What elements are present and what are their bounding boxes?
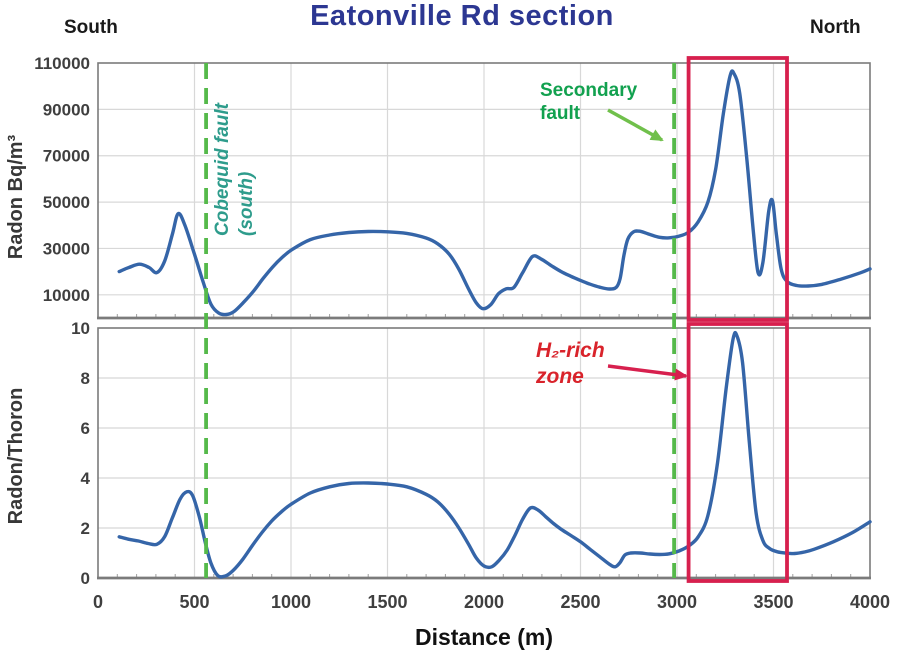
x-tick-label: 1500 [367, 592, 407, 612]
radon-curve [117, 69, 872, 317]
overlay-layer [204, 56, 789, 583]
secondary-fault-label-line2: fault [540, 103, 581, 124]
x-tick-label: 0 [93, 592, 103, 612]
y-tick-label: 50000 [43, 193, 90, 212]
x-axis-label: Distance (m) [415, 624, 553, 650]
secondary-fault-label-line1: Secondary [540, 80, 638, 101]
x-tick-label: 2000 [464, 592, 504, 612]
h2-zone-box-top [686, 56, 789, 322]
h2-zone-box-bottom [686, 322, 789, 583]
x-tick-label: 3500 [753, 592, 793, 612]
y-axis-label-ratio: Radon/Thoron [5, 388, 27, 525]
y-tick-label: 90000 [43, 100, 90, 119]
ratio-curve [117, 330, 872, 579]
direction-label-south: South [64, 17, 118, 38]
y-tick-label: 0 [81, 569, 90, 588]
x-tick-label: 4000 [850, 592, 890, 612]
radon-chart: 10000 30000 50000 70000 90000 110000 [34, 54, 872, 320]
x-tick-label: 500 [179, 592, 209, 612]
cobequid-fault-label-line1: Cobequid fault [212, 102, 233, 236]
h2-zone-arrow [607, 364, 688, 381]
y-tick-label: 4 [81, 469, 91, 488]
page-title: Eatonville Rd section [310, 0, 614, 32]
secondary-fault-arrow [607, 108, 664, 142]
y-tick-label: 6 [81, 419, 90, 438]
x-tick-label: 1000 [271, 592, 311, 612]
y-axis-label-radon: Radon Bq/m³ [5, 134, 27, 259]
y-tick-label: 110000 [34, 54, 90, 73]
y-tick-label: 70000 [43, 147, 90, 166]
y-tick-label: 10 [71, 319, 90, 338]
direction-label-north: North [810, 17, 861, 38]
charts-layer: 10000 30000 50000 70000 90000 110000 0 2 4 6 8 10 0 5… [34, 54, 890, 612]
y-tick-label: 30000 [43, 239, 90, 258]
x-tick-label: 2500 [560, 592, 600, 612]
y-tick-label: 10000 [43, 286, 90, 305]
x-tick-label: 3000 [657, 592, 697, 612]
cobequid-fault-label-line2: (south) [236, 172, 257, 236]
h2-zone-label-line2: zone [535, 365, 584, 388]
y-tick-label: 2 [81, 519, 90, 538]
h2-zone-label-line1: H₂-rich [536, 339, 605, 362]
y-tick-label: 8 [81, 369, 90, 388]
ratio-chart: 0 2 4 6 8 10 0 500 1000 1500 2000 2500 3000 3500 4000 [71, 319, 890, 612]
